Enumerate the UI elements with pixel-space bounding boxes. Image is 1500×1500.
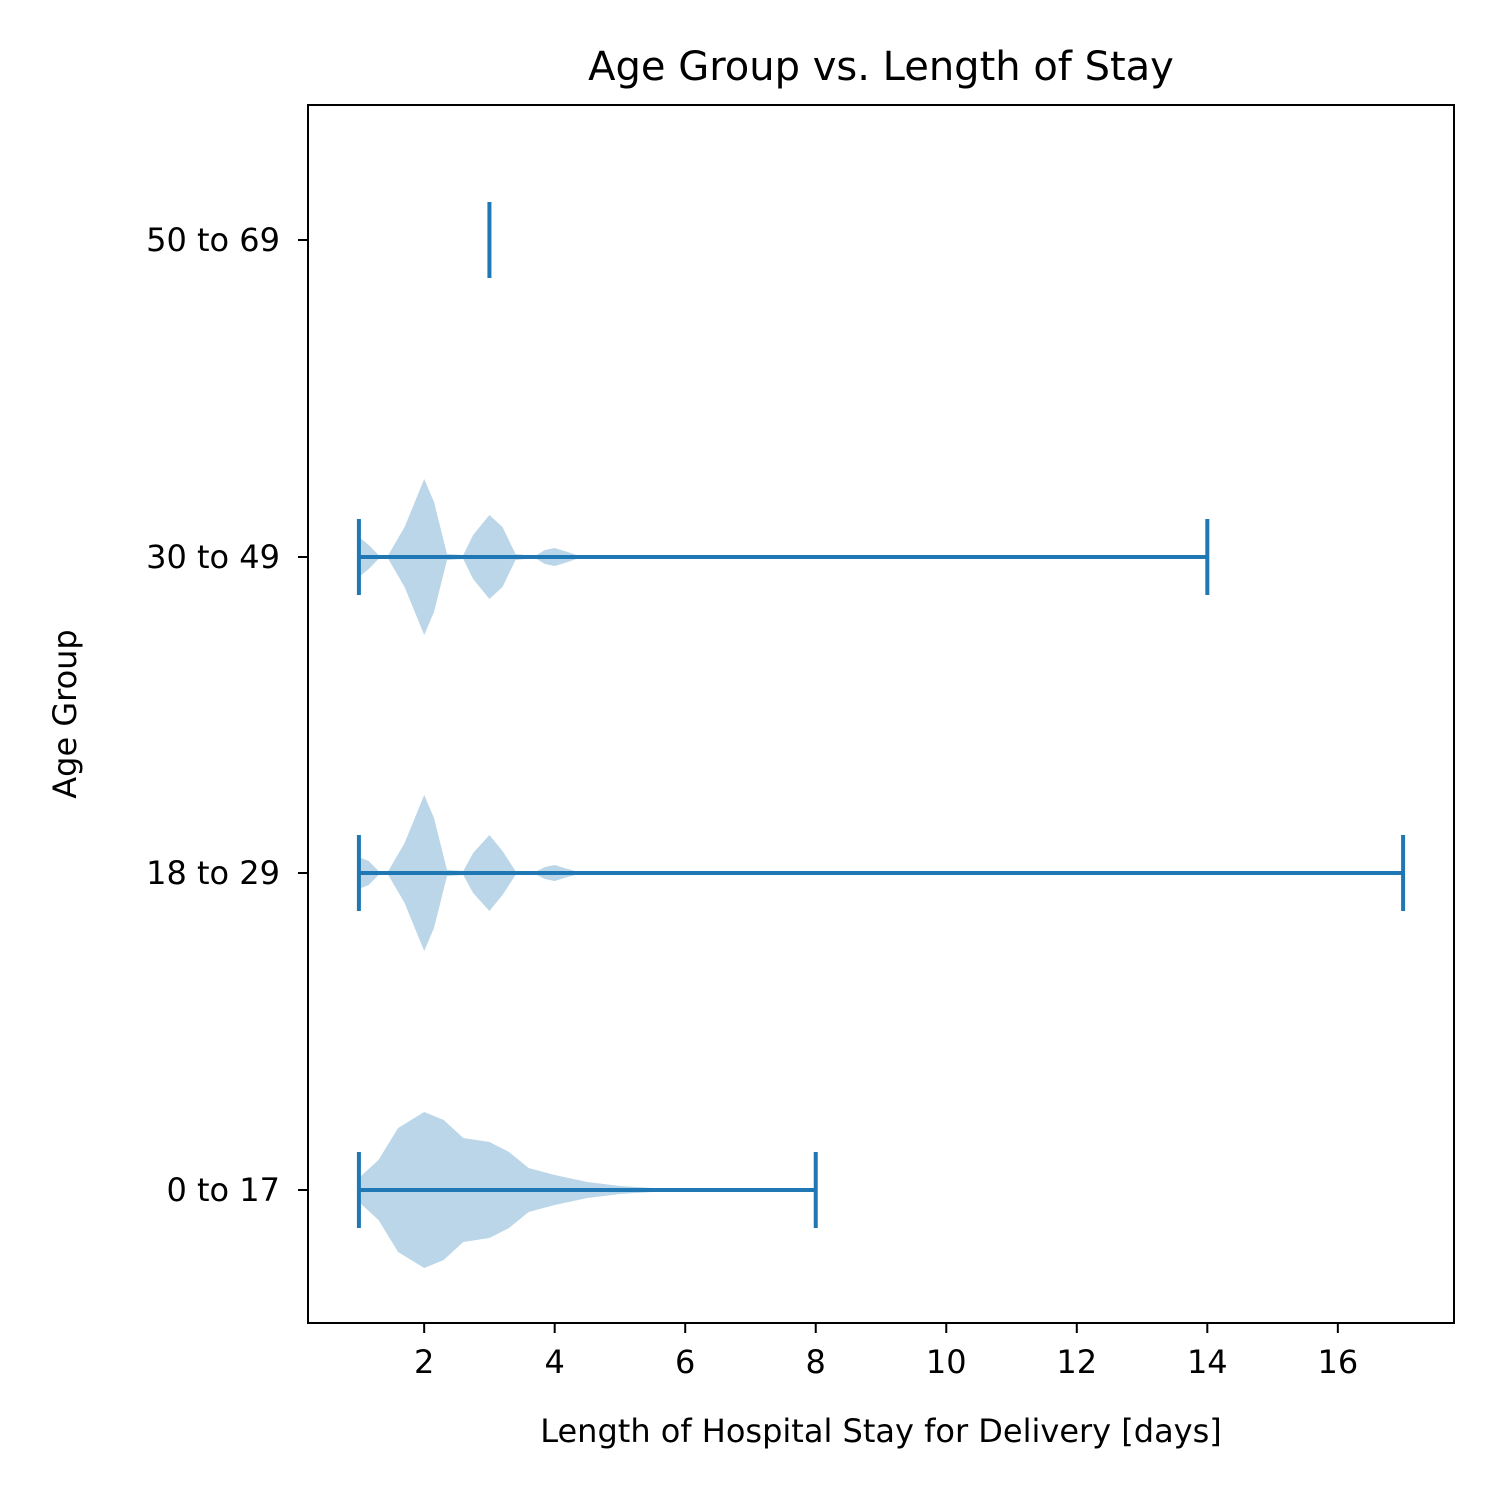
chart-title: Age Group vs. Length of Stay xyxy=(588,44,1174,90)
x-axis: 2 4 6 8 10 12 14 16 xyxy=(414,1323,1358,1381)
y-axis-label: Age Group xyxy=(46,629,84,798)
x-axis-label: Length of Hospital Stay for Delivery [da… xyxy=(540,1412,1222,1450)
y-tick-label-30-to-49: 30 to 49 xyxy=(146,538,280,576)
x-tick-label-14: 14 xyxy=(1187,1343,1228,1381)
y-tick-label-18-to-29: 18 to 29 xyxy=(146,854,280,892)
x-tick-label-10: 10 xyxy=(926,1343,967,1381)
x-tick-label-16: 16 xyxy=(1317,1343,1358,1381)
x-tick-label-8: 8 xyxy=(806,1343,826,1381)
y-tick-label-50-to-69: 50 to 69 xyxy=(146,221,280,259)
y-tick-label-0-to-17: 0 to 17 xyxy=(166,1171,280,1209)
x-tick-label-4: 4 xyxy=(545,1343,565,1381)
x-tick-label-2: 2 xyxy=(414,1343,434,1381)
range-bar-group xyxy=(356,202,1406,1228)
plot-frame xyxy=(307,104,1455,1324)
x-tick-label-6: 6 xyxy=(675,1343,695,1381)
y-axis: 0 to 17 18 to 29 30 to 49 50 to 69 xyxy=(146,221,308,1209)
x-tick-label-12: 12 xyxy=(1056,1343,1097,1381)
